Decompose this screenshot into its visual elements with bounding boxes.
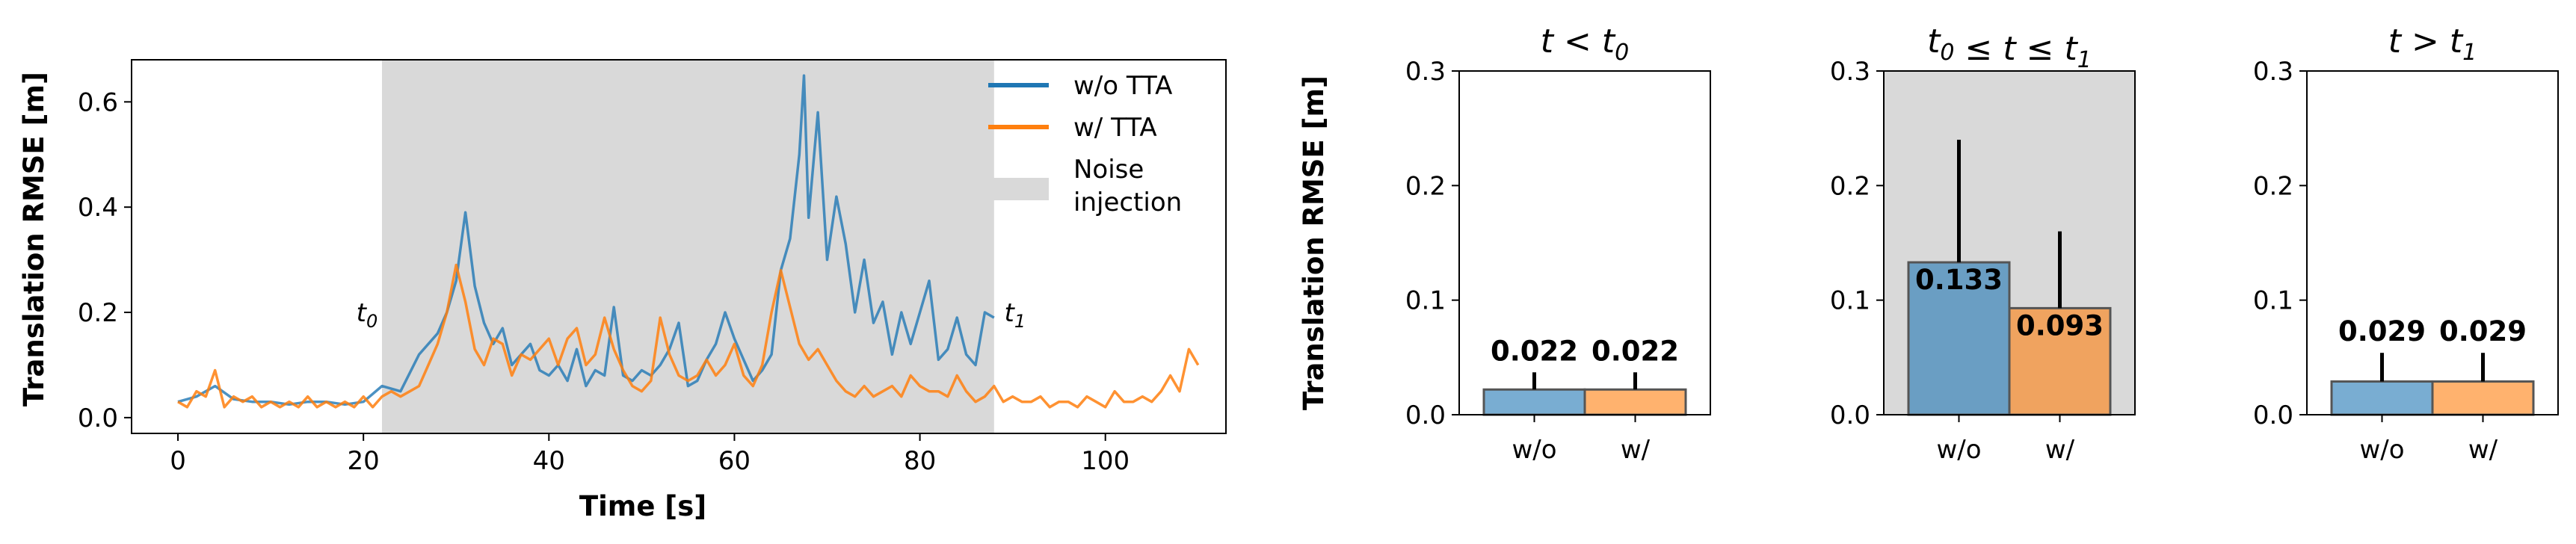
bar-chart-panels: 0.022 w/o 0.022 w/0.0 0.1 0.2 0.3 t < t0 0.133 w/… — [1405, 22, 2559, 465]
bar-panel-2: 0.133 w/o 0.093 w/0.0 0.1 0.2 0.3 t0 ≤ t ≤ t1 — [1830, 22, 2136, 465]
x-tick-label: 0 — [170, 446, 186, 476]
category-label: w/o — [1512, 435, 1556, 465]
bar-w — [2431, 380, 2535, 416]
y-tick-label: 0.0 — [1830, 401, 1870, 430]
bar-panel-frame — [2306, 70, 2559, 415]
y-tick-label: 0.1 — [1405, 286, 1446, 316]
line-series-group — [177, 74, 1200, 409]
legend-label-noise-2: injection — [1073, 188, 1182, 217]
x-tick-label: 60 — [718, 446, 751, 476]
y-tick-label: 0.2 — [1830, 171, 1870, 201]
y-tick-label: 0.2 — [1405, 171, 1446, 201]
x-tick-label: 80 — [904, 446, 936, 476]
time-marker-label: t0 — [357, 298, 378, 332]
y-axis-ticks: 0.0 0.2 0.4 0.6 — [78, 87, 132, 433]
y-tick-label: 0.2 — [2253, 171, 2293, 201]
y-tick-label: 0.3 — [1830, 57, 1870, 87]
x-axis-ticks: 0 20 40 60 80 100 — [170, 433, 1130, 476]
bar-panel-1: 0.022 w/o 0.022 w/0.0 0.1 0.2 0.3 t < t0 — [1405, 22, 1711, 465]
value-label: 0.029 — [2338, 315, 2426, 347]
y-tick-label: 0.6 — [78, 87, 118, 117]
legend-label-w: w/ TTA — [1073, 113, 1157, 143]
noise-injection-region — [381, 60, 994, 433]
y-tick-label: 0.2 — [78, 298, 118, 328]
time-marker-label: t1 — [1005, 298, 1026, 332]
legend-swatch-noise — [988, 178, 1049, 200]
value-label: 0.133 — [1915, 264, 2003, 296]
bar-panel-3: 0.029 w/o 0.029 w/0.0 0.1 0.2 0.3 t > t1 — [2253, 22, 2559, 465]
bar-wo — [1482, 388, 1586, 416]
legend: w/o TTA w/ TTA Noise injection — [988, 71, 1182, 217]
y-axis-label: Translation RMSE [m] — [18, 72, 50, 407]
y-tick-label: 0.3 — [2253, 57, 2293, 87]
category-label: w/o — [1936, 435, 1981, 465]
series-line-wo-tta — [177, 74, 995, 407]
category-label: w/ — [1621, 435, 1651, 465]
legend-label-noise: Noise — [1073, 155, 1144, 185]
y-tick-label: 0.0 — [78, 404, 118, 433]
x-axis-label: Time [s] — [579, 490, 706, 522]
legend-label-wo: w/o TTA — [1073, 71, 1172, 101]
y-tick-label: 0.0 — [2253, 401, 2293, 430]
x-tick-label: 100 — [1081, 446, 1130, 476]
bar-panel-title: t < t0 — [1541, 22, 1629, 66]
value-label: 0.022 — [1591, 335, 1679, 367]
y-tick-label: 0.0 — [1405, 401, 1446, 430]
bar-panel-frame — [1458, 70, 1711, 415]
y-tick-label: 0.4 — [78, 193, 118, 223]
bar-panel-frame — [1883, 70, 2136, 415]
series-line-w-tta — [177, 263, 1200, 409]
bar-panel-title: t > t1 — [2388, 22, 2477, 66]
category-label: w/ — [2468, 435, 2498, 465]
bar-w — [1583, 388, 1687, 416]
bar-wo — [1907, 261, 2011, 416]
line-chart-frame — [131, 59, 1227, 434]
bar-wo — [2330, 380, 2434, 416]
y-tick-label: 0.1 — [1830, 286, 1870, 316]
y-tick-label: 0.1 — [2253, 286, 2293, 316]
value-label: 0.022 — [1491, 335, 1578, 367]
x-tick-label: 20 — [348, 446, 380, 476]
bar-panel-title: t0 ≤ t ≤ t1 — [1927, 22, 2092, 73]
category-label: w/o — [2359, 435, 2404, 465]
line-chart-panel: 0 20 40 60 80 100 0.0 0.2 0.4 0.6 Time [s] Trans… — [18, 59, 1227, 522]
value-label: 0.093 — [2016, 309, 2104, 341]
y-tick-label: 0.3 — [1405, 57, 1446, 87]
category-label: w/ — [2045, 435, 2075, 465]
value-label: 0.029 — [2439, 315, 2527, 347]
bar-y-axis-label: Translation RMSE [m] — [1298, 75, 1330, 410]
x-tick-label: 40 — [533, 446, 565, 476]
